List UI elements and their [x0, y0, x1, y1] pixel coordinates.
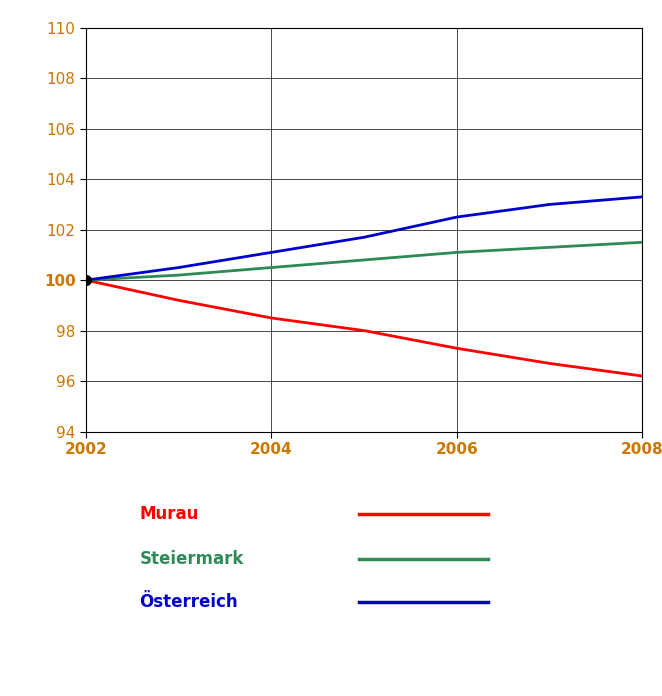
Text: Österreich: Österreich — [139, 594, 238, 611]
Text: Murau: Murau — [139, 505, 199, 523]
Text: Steiermark: Steiermark — [139, 550, 244, 568]
